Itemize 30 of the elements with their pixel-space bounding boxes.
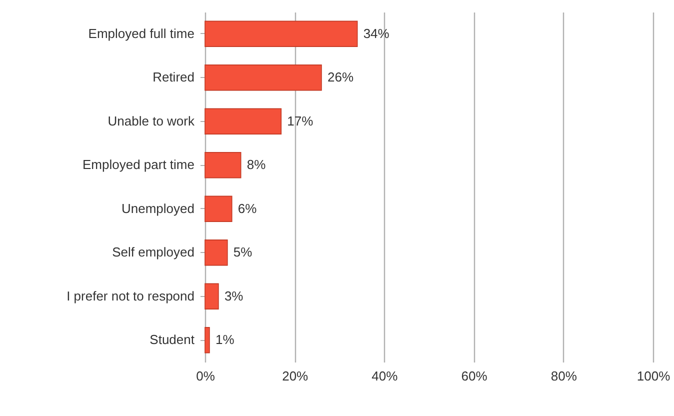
bar xyxy=(204,20,358,47)
x-tick-label: 80% xyxy=(550,368,578,384)
data-label: 34% xyxy=(363,26,390,41)
y-tick-label: Employed full time xyxy=(88,26,194,41)
x-tick-label: 60% xyxy=(461,368,488,384)
bar xyxy=(204,240,228,266)
y-tick-label: Unable to work xyxy=(108,113,195,128)
x-tick-label: 20% xyxy=(282,368,309,384)
data-label: 5% xyxy=(233,244,253,260)
y-tick-label: Unemployed xyxy=(122,200,194,216)
data-label: 1% xyxy=(215,332,235,348)
bar xyxy=(204,108,282,134)
data-label: 26% xyxy=(327,70,354,85)
y-tick-label: Student xyxy=(150,332,195,348)
bar xyxy=(204,64,322,91)
x-tick-label: 40% xyxy=(372,368,398,384)
bar xyxy=(204,327,210,354)
data-label: 17% xyxy=(287,113,314,128)
data-label: 3% xyxy=(224,288,244,304)
y-tick-label: Employed part time xyxy=(82,157,194,172)
y-tick-label: Self employed xyxy=(112,244,194,260)
bar xyxy=(204,196,232,222)
x-tick-label: 0% xyxy=(196,368,216,384)
y-tick-label: Retired xyxy=(152,70,194,85)
bar xyxy=(204,152,242,178)
bar xyxy=(204,283,219,310)
data-label: 6% xyxy=(238,200,258,216)
y-tick-label: I prefer not to respond xyxy=(66,288,194,304)
x-tick-label: 100% xyxy=(636,368,671,384)
data-label: 8% xyxy=(246,157,266,172)
